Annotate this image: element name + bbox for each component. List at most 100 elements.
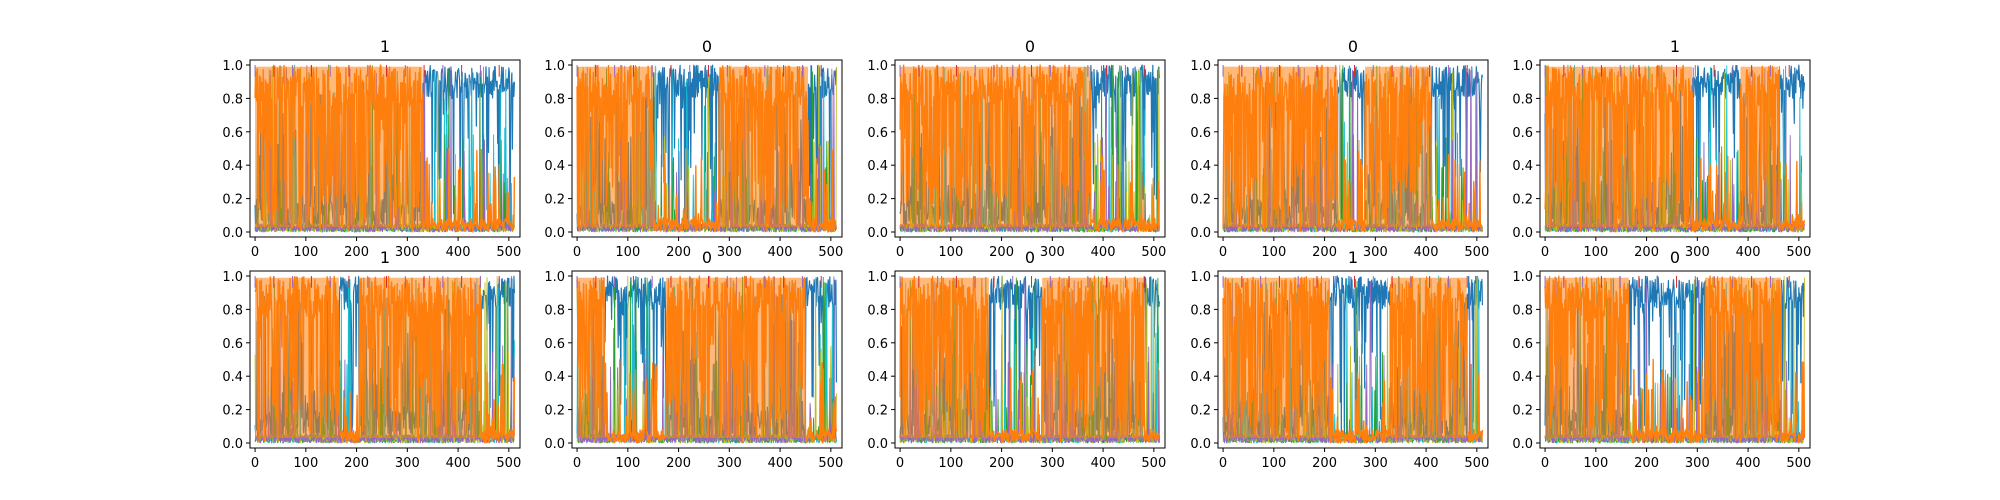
x-tick-label: 500 <box>1786 245 1811 260</box>
y-tick-label: 0.6 <box>222 126 243 141</box>
orange-band-2 <box>665 277 806 438</box>
x-tick-label: 400 <box>768 245 793 260</box>
x-tick-label: 100 <box>1583 245 1608 260</box>
y-tick-label: 0.2 <box>222 193 243 208</box>
x-tick-label: 0 <box>573 245 581 260</box>
panel-title: 0 <box>702 37 712 56</box>
x-tick-label: 100 <box>293 456 318 471</box>
y-tick-label: 0.6 <box>544 126 565 141</box>
y-tick-label: 0.6 <box>1512 337 1533 352</box>
panel-4: 0 100 200 300 400 500 0.0 0.2 0.4 0.6 0.8 1.0 0 <box>1190 37 1489 260</box>
x-tick-label: 0 <box>573 456 581 471</box>
panel-9: 0 100 200 300 400 500 0.0 0.2 0.4 0.6 0.8 1.0 1 <box>1190 248 1489 471</box>
y-tick-label: 0.8 <box>1512 303 1533 318</box>
plot-area <box>576 275 838 444</box>
x-tick-label: 200 <box>344 456 369 471</box>
y-tick-label: 0.2 <box>1190 193 1211 208</box>
orange-band-1 <box>255 277 339 438</box>
x-tick-label: 400 <box>1414 245 1439 260</box>
x-tick-label: 500 <box>496 245 521 260</box>
axes-frame <box>894 270 1166 449</box>
y-tick-label: 1.0 <box>544 270 565 285</box>
panel-title: 0 <box>1025 248 1035 267</box>
x-tick-label: 500 <box>1141 456 1166 471</box>
x-tick-label: 400 <box>768 456 793 471</box>
y-tick-label: 0.8 <box>1190 303 1211 318</box>
x-tick-label: 500 <box>1464 245 1489 260</box>
orange-band-1 <box>900 66 1091 227</box>
plot-area <box>576 64 838 233</box>
y-tick-label: 0.8 <box>1512 92 1533 107</box>
plot-area <box>1544 275 1806 444</box>
x-tick-label: 300 <box>717 456 742 471</box>
x-tick-label: 200 <box>1634 245 1659 260</box>
panel-6: 0 100 200 300 400 500 0.0 0.2 0.4 0.6 0.8 1.0 1 <box>222 248 521 471</box>
y-tick-label: 1.0 <box>867 59 888 74</box>
y-tick-label: 0.4 <box>1512 370 1533 385</box>
x-tick-label: 300 <box>1685 245 1710 260</box>
y-tick-label: 0.0 <box>1512 437 1533 452</box>
panel-title: 0 <box>1670 248 1680 267</box>
y-tick-label: 0.4 <box>1190 370 1211 385</box>
orange-band-1 <box>1223 277 1330 438</box>
y-tick-label: 0.4 <box>1512 159 1533 174</box>
x-tick-label: 200 <box>989 456 1014 471</box>
x-tick-label: 0 <box>896 456 904 471</box>
plot-area <box>254 275 516 444</box>
panel-8: 0 100 200 300 400 500 0.0 0.2 0.4 0.6 0.8 1.0 0 <box>867 248 1166 471</box>
y-tick-label: 1.0 <box>544 59 565 74</box>
y-tick-label: 0.6 <box>222 337 243 352</box>
x-tick-label: 500 <box>1786 456 1811 471</box>
plot-area <box>1544 64 1806 233</box>
panel-7: 0 100 200 300 400 500 0.0 0.2 0.4 0.6 0.8 1.0 0 <box>544 248 843 471</box>
x-tick-label: 100 <box>1261 456 1286 471</box>
axes-frame <box>1217 59 1489 238</box>
x-tick-label: 300 <box>1363 456 1388 471</box>
x-tick-label: 500 <box>1141 245 1166 260</box>
x-tick-label: 200 <box>344 245 369 260</box>
y-tick-label: 0.8 <box>544 303 565 318</box>
panel-10: 0 100 200 300 400 500 0.0 0.2 0.4 0.6 0.8 1.0 0 <box>1512 248 1811 471</box>
x-tick-label: 300 <box>717 245 742 260</box>
panel-1: 0 100 200 300 400 500 0.0 0.2 0.4 0.6 0.8 1.0 1 <box>222 37 521 260</box>
plot-area <box>899 64 1161 233</box>
x-tick-label: 300 <box>1363 245 1388 260</box>
x-tick-label: 500 <box>1464 456 1489 471</box>
x-tick-label: 400 <box>446 456 471 471</box>
y-tick-label: 0.6 <box>867 337 888 352</box>
y-tick-label: 0.6 <box>1190 126 1211 141</box>
plot-area <box>899 275 1161 444</box>
y-tick-label: 0.4 <box>222 370 243 385</box>
x-tick-label: 400 <box>1091 456 1116 471</box>
y-tick-label: 0.2 <box>544 193 565 208</box>
axes-frame <box>1539 59 1811 238</box>
orange-band-2 <box>1740 66 1779 227</box>
x-tick-label: 0 <box>1219 456 1227 471</box>
y-tick-label: 0.8 <box>544 92 565 107</box>
x-tick-label: 100 <box>938 245 963 260</box>
x-tick-label: 200 <box>1312 456 1337 471</box>
x-tick-label: 0 <box>251 456 259 471</box>
y-tick-label: 0.2 <box>867 193 888 208</box>
y-tick-label: 0.0 <box>867 437 888 452</box>
orange-band-2 <box>1390 277 1467 438</box>
axes-frame <box>1217 270 1489 449</box>
y-tick-label: 0.8 <box>1190 92 1211 107</box>
orange-band-1 <box>577 66 654 227</box>
x-tick-label: 300 <box>395 456 420 471</box>
x-tick-label: 300 <box>1040 245 1065 260</box>
panel-title: 0 <box>702 248 712 267</box>
orange-band-1 <box>1545 66 1693 227</box>
y-tick-label: 0.0 <box>867 226 888 241</box>
y-tick-label: 1.0 <box>1512 59 1533 74</box>
x-tick-label: 0 <box>1541 245 1549 260</box>
x-tick-label: 400 <box>1736 245 1761 260</box>
axes-frame <box>571 59 843 238</box>
x-tick-label: 300 <box>395 245 420 260</box>
y-tick-label: 0.4 <box>867 370 888 385</box>
series-line-minor-4 <box>254 275 515 444</box>
y-tick-label: 0.0 <box>544 437 565 452</box>
x-tick-label: 200 <box>666 456 691 471</box>
orange-band-1 <box>1223 66 1338 227</box>
